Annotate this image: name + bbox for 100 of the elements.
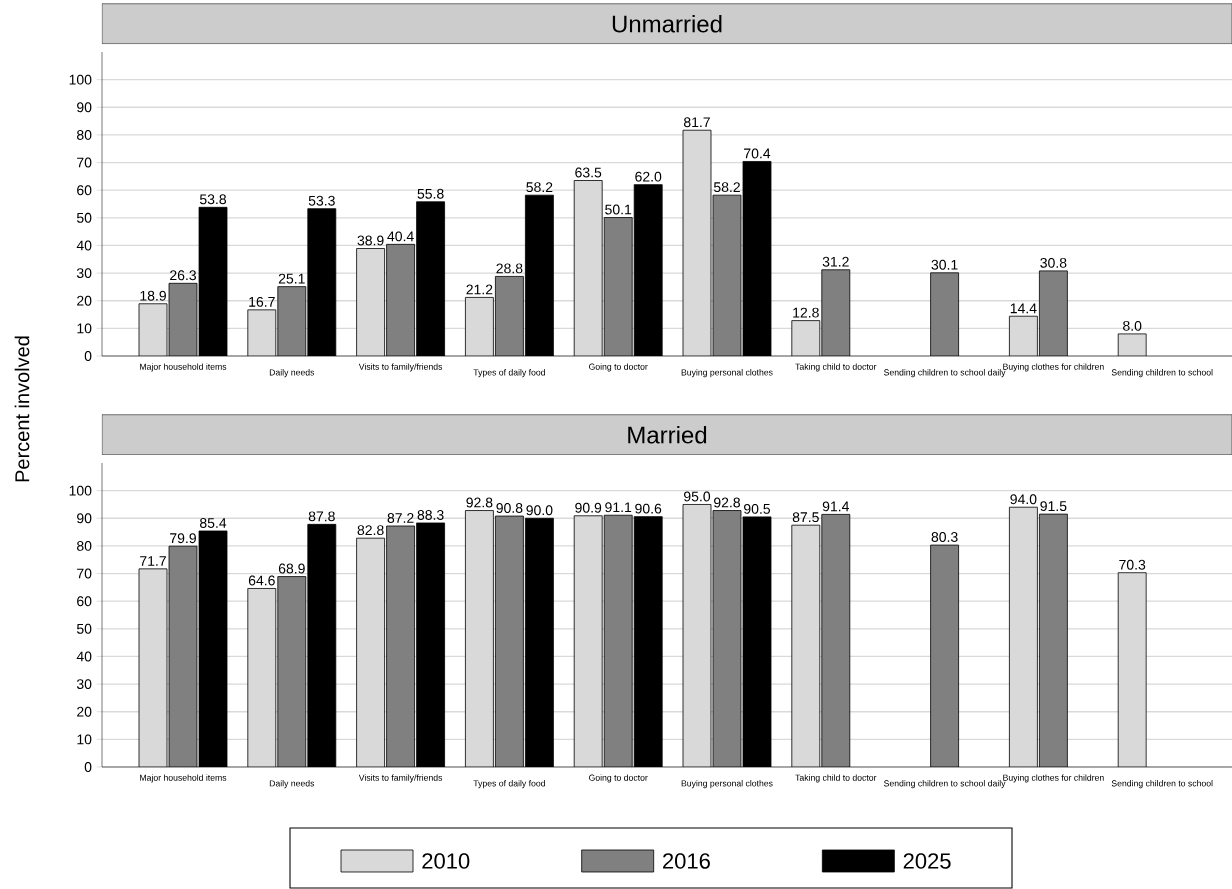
data-label: 90.5: [744, 503, 771, 514]
data-label: 21.2: [466, 284, 493, 295]
data-label: 63.5: [575, 167, 602, 178]
data-label: 53.8: [199, 194, 227, 205]
x-tick-label: Visits to family/friends: [358, 774, 443, 783]
data-label: 58.2: [713, 182, 740, 193]
bar: [1038, 513, 1068, 767]
data-label: 55.8: [417, 188, 444, 199]
x-tick-label: Buying personal clothes: [681, 780, 773, 789]
data-label: 91.4: [822, 501, 849, 512]
y-tick-label: 50: [76, 212, 92, 223]
y-tick-label: 0: [84, 762, 92, 772]
x-tick-label: Types of daily food: [473, 369, 545, 378]
y-tick-label: 100: [69, 74, 92, 85]
bar: [603, 514, 633, 767]
y-tick-label: 20: [77, 295, 92, 306]
data-label: 70.3: [1119, 559, 1146, 570]
data-label: 14.4: [1010, 303, 1037, 314]
legend-label: 2025: [903, 853, 951, 869]
x-tick-label: Taking child to doctor: [795, 774, 877, 783]
bar: [712, 194, 742, 356]
data-label: 8.0: [1123, 320, 1142, 331]
data-label: 92.8: [714, 497, 741, 508]
y-tick-label: 100: [69, 485, 92, 496]
data-label: 82.8: [357, 525, 384, 536]
data-label: 31.2: [822, 256, 849, 267]
data-label: 71.7: [140, 556, 166, 566]
data-label: 68.9: [278, 563, 305, 574]
data-label: 25.1: [278, 273, 305, 284]
bar: [712, 510, 742, 767]
data-label: 87.8: [308, 511, 335, 522]
bar: [277, 286, 307, 356]
x-tick-label: Major household items: [140, 774, 227, 783]
legend-label: 2016: [663, 853, 710, 869]
data-label: 81.7: [683, 117, 710, 128]
data-label: 12.8: [793, 307, 819, 318]
bar: [386, 243, 415, 356]
y-tick-label: 70: [77, 157, 92, 168]
legend-label: 2010: [422, 853, 470, 869]
data-label: 91.1: [605, 502, 632, 513]
bar: [930, 544, 959, 767]
bar: [821, 269, 851, 356]
data-label: 30.8: [1040, 257, 1067, 268]
y-tick-label: 0: [84, 351, 92, 361]
x-tick-label: Sending children to school: [1111, 780, 1213, 789]
bar: [168, 545, 198, 767]
y-tick-label: 90: [77, 513, 92, 524]
data-label: 62.0: [635, 171, 662, 182]
data-label: 50.1: [605, 204, 632, 215]
bar: [138, 303, 168, 356]
bar: [168, 282, 198, 356]
x-tick-label: Daily needs: [269, 780, 315, 789]
data-label: 85.4: [199, 518, 227, 528]
y-tick-label: 80: [77, 540, 92, 551]
y-tick-label: 10: [77, 734, 92, 745]
y-tick-label: 60: [77, 185, 92, 196]
data-label: 79.9: [170, 533, 196, 544]
x-tick-label: Types of daily food: [473, 780, 545, 789]
bar: [386, 525, 415, 767]
data-label: 30.1: [931, 259, 958, 270]
bar: [930, 272, 959, 356]
y-tick-label: 30: [76, 268, 92, 279]
x-tick-label: Taking child to doctor: [795, 363, 877, 372]
bar: [495, 515, 524, 767]
y-axis-title: Percent involved: [14, 336, 30, 482]
x-tick-label: Major household items: [140, 363, 227, 372]
data-label: 90.9: [575, 502, 602, 513]
bar: [682, 129, 712, 356]
y-tick-label: 10: [77, 323, 92, 334]
data-label: 91.5: [1040, 501, 1067, 512]
data-label: 58.2: [526, 182, 553, 193]
data-label: 94.0: [1010, 494, 1037, 505]
data-label: 40.4: [387, 231, 414, 242]
data-label: 70.4: [744, 148, 771, 159]
y-tick-label: 20: [77, 706, 92, 717]
data-label: 87.2: [387, 513, 414, 523]
data-label: 38.9: [357, 235, 384, 246]
y-tick-label: 80: [77, 129, 92, 140]
data-label: 18.9: [140, 290, 166, 301]
x-tick-label: Daily needs: [269, 369, 315, 378]
x-tick-label: Buying personal clothes: [681, 369, 773, 378]
x-tick-label: Visits to family/friends: [358, 363, 443, 372]
data-label: 26.3: [170, 270, 197, 281]
data-label: 90.0: [526, 505, 553, 516]
bar: [821, 514, 851, 767]
bar: [603, 217, 633, 356]
data-label: 95.0: [684, 491, 711, 502]
data-label: 90.8: [496, 503, 523, 513]
bar: [495, 276, 524, 356]
chart-title: Married: [628, 425, 707, 444]
y-tick-label: 30: [76, 679, 92, 690]
y-tick-label: 40: [76, 651, 92, 662]
x-tick-label: Going to doctor: [589, 363, 648, 372]
y-tick-label: 40: [76, 240, 92, 251]
x-tick-label: Sending children to school: [1111, 369, 1213, 378]
data-label: 16.7: [249, 296, 275, 307]
x-tick-label: Going to doctor: [589, 774, 648, 783]
data-label: 88.3: [417, 510, 444, 520]
y-tick-label: 90: [77, 102, 92, 113]
data-label: 87.5: [792, 512, 819, 523]
